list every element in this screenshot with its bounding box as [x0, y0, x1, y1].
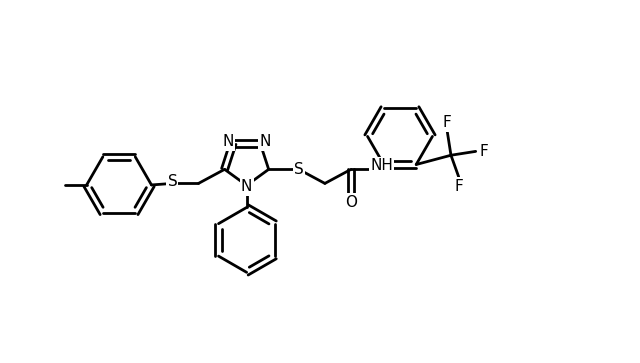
Text: N: N	[241, 179, 252, 195]
Text: F: F	[479, 144, 488, 159]
Text: N: N	[223, 134, 234, 150]
Text: S: S	[294, 162, 303, 177]
Text: F: F	[454, 179, 463, 193]
Text: S: S	[168, 174, 177, 189]
Text: N: N	[259, 134, 271, 150]
Text: NH: NH	[370, 158, 393, 173]
Text: F: F	[443, 115, 451, 130]
Text: O: O	[345, 195, 357, 209]
